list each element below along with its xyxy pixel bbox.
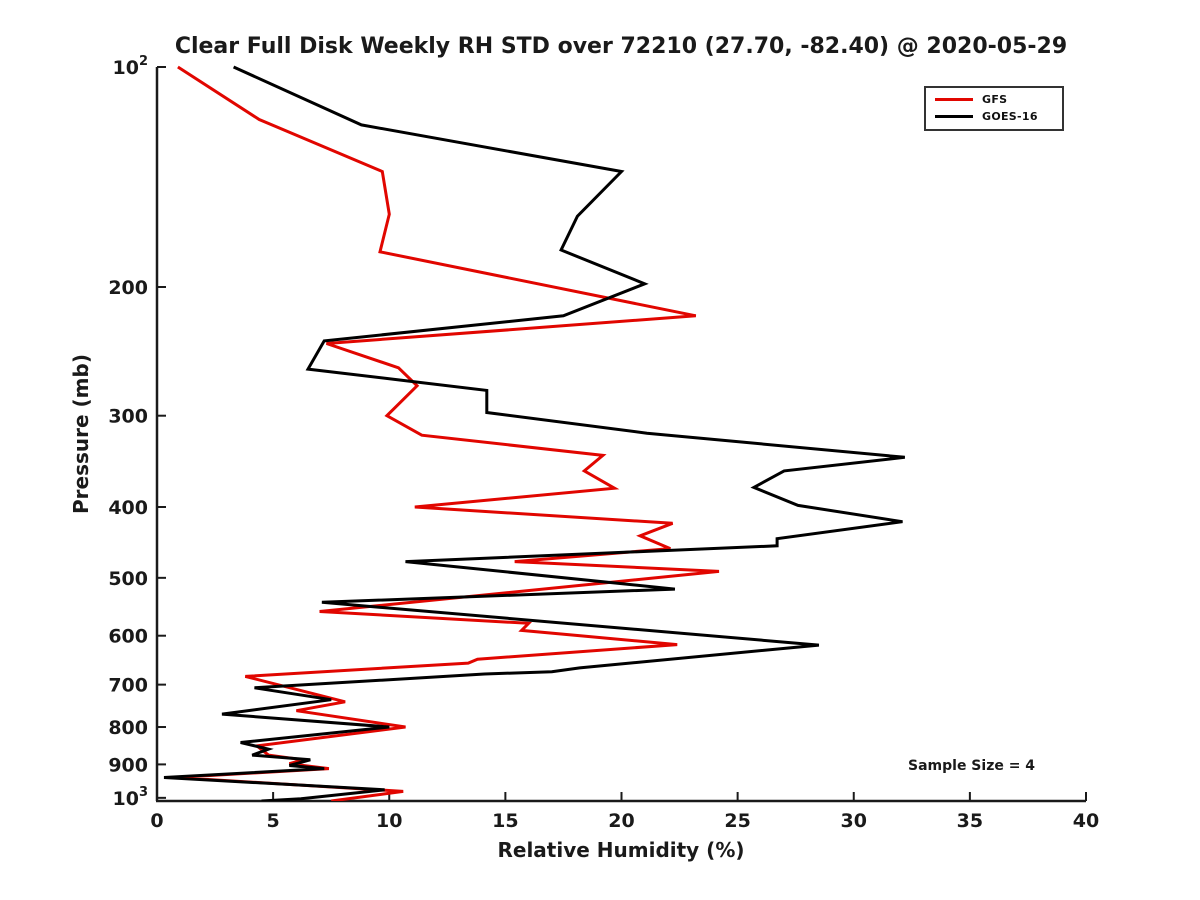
y-axis-label: Pressure (mb) — [69, 354, 93, 514]
legend: GFS GOES-16 — [924, 86, 1064, 131]
legend-item-gfs: GFS — [935, 93, 1053, 106]
x-tick-label: 40 — [1073, 810, 1099, 832]
axes: 0 5 10 15 20 25 30 35 40 102 200 300 400 500 600 700 800… — [108, 54, 1099, 832]
y-tick-label: 102 — [113, 54, 149, 79]
legend-item-goes16: GOES-16 — [935, 110, 1053, 123]
y-tick-label: 200 — [108, 277, 148, 299]
x-tick-label: 30 — [841, 810, 867, 832]
y-tick-label: 500 — [108, 568, 148, 590]
gfs-line — [175, 65, 720, 801]
chart-title: Clear Full Disk Weekly RH STD over 72210… — [175, 34, 1067, 59]
data-series — [163, 65, 905, 801]
y-tick-label: 103 — [113, 785, 149, 810]
sample-size-annotation: Sample Size = 4 — [908, 758, 1035, 774]
x-tick-label: 0 — [150, 810, 163, 832]
legend-label-gfs: GFS — [982, 93, 1008, 106]
y-tick-label: 600 — [108, 626, 148, 648]
x-tick-label: 15 — [492, 810, 518, 832]
x-tick-label: 35 — [957, 810, 983, 832]
legend-label-goes16: GOES-16 — [982, 110, 1038, 123]
goes16-line — [163, 65, 905, 801]
y-tick-label: 300 — [108, 406, 148, 428]
x-tick-label: 20 — [608, 810, 634, 832]
x-tick-label: 25 — [724, 810, 750, 832]
x-axis-label: Relative Humidity (%) — [497, 838, 744, 862]
y-tick-label: 700 — [108, 675, 148, 697]
y-tick-label: 800 — [108, 717, 148, 739]
legend-line-goes16-icon — [935, 115, 973, 118]
y-tick-label: 400 — [108, 497, 148, 519]
x-tick-label: 10 — [376, 810, 402, 832]
legend-line-gfs-icon — [935, 98, 973, 101]
y-tick-label: 900 — [108, 754, 148, 776]
x-tick-label: 5 — [267, 810, 280, 832]
